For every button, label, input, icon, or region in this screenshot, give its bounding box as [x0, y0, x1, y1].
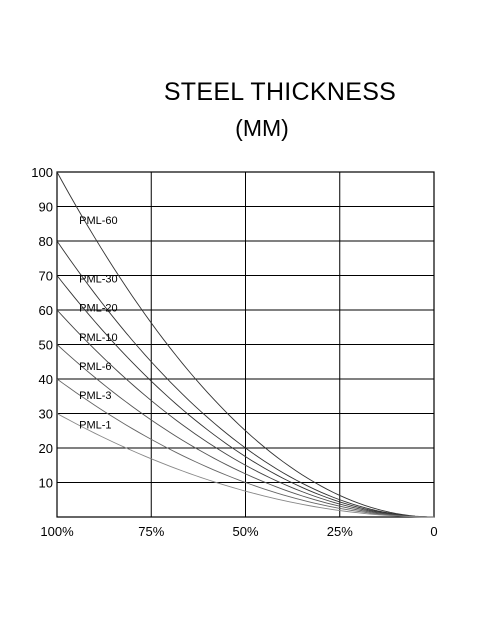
series-label: PML-20: [79, 303, 118, 315]
x-tick-label: 25%: [327, 524, 353, 539]
series-curve: [56, 413, 435, 518]
x-tick-label: 100%: [40, 524, 74, 539]
series-curve: [56, 275, 435, 518]
y-tick-label: 10: [39, 476, 53, 491]
series-curve: [56, 240, 435, 518]
y-tick-label: 20: [39, 441, 53, 456]
y-tick-label: 100: [31, 165, 53, 180]
chart-curves: [56, 171, 435, 518]
series-curve: [56, 378, 435, 518]
y-tick-label: 50: [39, 338, 53, 353]
chart-tick-labels: 100 90 80 70 60 50 40 30 20 10 100% 75% 50% 25% 0: [31, 165, 437, 539]
y-tick-label: 60: [39, 303, 53, 318]
series-curve: [56, 171, 435, 518]
chart-subtitle: (MM): [235, 115, 289, 141]
series-label: PML-6: [79, 361, 111, 373]
chart-grid: [56, 171, 435, 518]
y-tick-label: 90: [39, 200, 53, 215]
chart-series-labels: PML-60 PML-30 PML-20 PML-10 PML-6 PML-3 PML-1: [79, 215, 118, 431]
y-tick-label: 70: [39, 269, 53, 284]
x-tick-label: 50%: [232, 524, 258, 539]
series-curve: [56, 344, 435, 518]
x-tick-label: 75%: [138, 524, 164, 539]
series-label: PML-1: [79, 419, 111, 431]
y-tick-label: 40: [39, 372, 53, 387]
y-tick-label: 80: [39, 234, 53, 249]
series-label: PML-3: [79, 390, 111, 402]
y-tick-label: 30: [39, 407, 53, 422]
series-label: PML-60: [79, 215, 118, 227]
series-curve: [56, 309, 435, 518]
x-tick-label: 0: [430, 524, 437, 539]
chart-title: STEEL THICKNESS: [163, 78, 397, 106]
series-label: PML-30: [79, 273, 118, 285]
series-label: PML-10: [79, 332, 118, 344]
